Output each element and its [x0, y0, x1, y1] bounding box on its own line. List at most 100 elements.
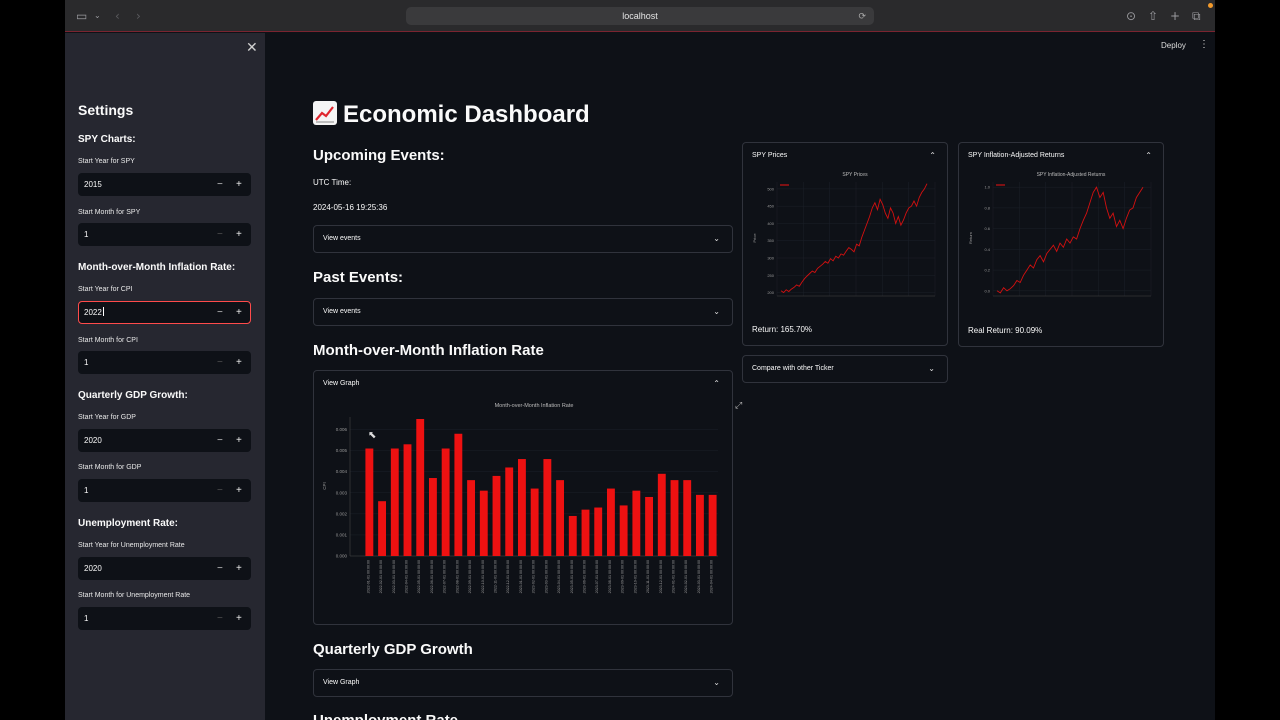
share-icon[interactable]: ⇧: [1148, 9, 1159, 23]
increment-button[interactable]: +: [236, 357, 242, 368]
decrement-button[interactable]: −: [217, 563, 223, 574]
chevron-down-icon: ⌄: [713, 678, 720, 687]
y-tick-label: 0.001: [336, 532, 348, 537]
download-icon[interactable]: ⊙: [1126, 9, 1137, 23]
past-events-expander[interactable]: View events ⌄: [313, 298, 733, 326]
input-value: 2022: [84, 307, 104, 317]
start-month-spy-input[interactable]: 1 − +: [78, 223, 251, 246]
decrement-button[interactable]: −: [217, 435, 223, 446]
sidebar-toggle-icon[interactable]: ▭: [76, 9, 88, 23]
decrement-button[interactable]: −: [217, 307, 223, 318]
tabs-overview-icon[interactable]: ⧉: [1192, 9, 1201, 23]
decrement-button[interactable]: −: [217, 229, 223, 240]
bar: [428, 478, 437, 556]
input-value: 2020: [84, 564, 102, 573]
increment-button[interactable]: +: [236, 613, 242, 624]
app-frame: ▭ ⌄ ‹ › localhost ⟳ ⊙ ⇧ + ⧉ ✕ Settings S…: [65, 0, 1215, 720]
x-tick-label: 2023-10-01 00:00:00: [633, 560, 637, 593]
series-line: [996, 186, 1144, 294]
bar: [543, 459, 552, 556]
x-tick-label: 2023-02-01 00:00:00: [532, 560, 536, 593]
chevron-up-icon: ⌃: [713, 379, 720, 388]
mouse-cursor-icon: ⬉: [368, 430, 377, 441]
chevron-up-icon: ⌃: [1145, 151, 1152, 160]
y-tick-label: 0.000: [336, 554, 348, 559]
label-start-year-gdp: Start Year for GDP: [78, 414, 136, 421]
decrement-button[interactable]: −: [217, 485, 223, 496]
deploy-button[interactable]: Deploy: [1161, 41, 1186, 50]
x-tick-label: 2023-08-01 00:00:00: [608, 560, 612, 593]
decrement-button[interactable]: −: [217, 613, 223, 624]
start-month-cpi-input[interactable]: 1 − +: [78, 351, 251, 374]
start-month-gdp-input[interactable]: 1 − +: [78, 479, 251, 502]
label-start-year-spy: Start Year for SPY: [78, 158, 135, 165]
x-tick-label: 2022-12-01 00:00:00: [506, 560, 510, 593]
x-tick-label: 2023-07-01 00:00:00: [595, 560, 599, 593]
increment-button[interactable]: +: [236, 229, 242, 240]
x-tick-label: 2024-04-01 00:00:00: [710, 560, 714, 593]
bar: [657, 473, 666, 556]
input-value: 1: [84, 230, 89, 239]
kebab-icon[interactable]: ⋮: [1199, 39, 1209, 50]
increment-button[interactable]: +: [236, 179, 242, 190]
decrement-button[interactable]: −: [217, 357, 223, 368]
upcoming-events-expander[interactable]: View events ⌄: [313, 225, 733, 253]
real-return-value: Real Return: 90.09%: [968, 326, 1043, 335]
spy-real-returns-card[interactable]: SPY Inflation-Adjusted Returns ⌃ SPY Inf…: [958, 142, 1164, 347]
spy-real-returns-chart: SPY Inflation-Adjusted Returns 0.0 0.2 0.4 0…: [968, 172, 1152, 297]
inflation-chart: Month-over-Month Inflation Rate 0.000 0.00…: [322, 403, 718, 593]
section-title-gdp: Quarterly GDP Growth:: [78, 390, 188, 401]
increment-button[interactable]: +: [236, 563, 242, 574]
bar: [365, 448, 374, 556]
reload-icon[interactable]: ⟳: [858, 11, 866, 21]
forward-icon[interactable]: ›: [136, 9, 141, 23]
y-tick-label: 0.2: [984, 268, 990, 273]
start-month-unemployment-input[interactable]: 1 − +: [78, 607, 251, 630]
bar: [683, 480, 692, 556]
page-title: Economic Dashboard: [313, 101, 590, 129]
input-value: 1: [84, 358, 89, 367]
bar: [670, 480, 679, 556]
bar: [454, 433, 463, 556]
back-icon[interactable]: ‹: [115, 9, 120, 23]
bar: [390, 448, 399, 556]
new-tab-icon[interactable]: +: [1170, 9, 1181, 23]
bar: [441, 448, 450, 556]
chevron-down-icon: ⌄: [713, 307, 720, 316]
compare-ticker-expander[interactable]: Compare with other Ticker ⌄: [742, 355, 948, 383]
label-start-year-cpi: Start Year for CPI: [78, 286, 133, 293]
utc-label: UTC Time:: [313, 178, 352, 187]
start-year-gdp-input[interactable]: 2020 − +: [78, 429, 251, 452]
address-bar[interactable]: localhost ⟳: [406, 7, 874, 25]
x-tick-label: 2022-09-01 00:00:00: [468, 560, 472, 593]
input-value: 2020: [84, 436, 102, 445]
increment-button[interactable]: +: [236, 435, 242, 446]
chevron-down-icon[interactable]: ⌄: [94, 11, 101, 20]
decrement-button[interactable]: −: [217, 179, 223, 190]
input-value: 1: [84, 486, 89, 495]
start-year-cpi-input[interactable]: 2022 − +: [78, 301, 251, 324]
unemployment-heading: Unemployment Rate: [313, 712, 458, 720]
gdp-graph-expander[interactable]: View Graph ⌄: [313, 669, 733, 697]
card-label: SPY Inflation-Adjusted Returns: [968, 152, 1065, 159]
y-tick-label: 0.003: [336, 490, 348, 495]
start-year-spy-input[interactable]: 2015 − +: [78, 173, 251, 196]
increment-button[interactable]: +: [236, 307, 242, 318]
increment-button[interactable]: +: [236, 485, 242, 496]
spy-prices-card[interactable]: SPY Prices ⌃ SPY Prices 200 250 300 350 400 45…: [742, 142, 948, 346]
y-tick-label: 0.005: [336, 448, 348, 453]
x-tick-label: 2022-03-01 00:00:00: [392, 560, 396, 593]
start-year-unemployment-input[interactable]: 2020 − +: [78, 557, 251, 580]
inflation-heading: Month-over-Month Inflation Rate: [313, 342, 544, 359]
inflation-graph-expander[interactable]: View Graph ⌃ Month-over-Month Inflation …: [313, 370, 733, 625]
past-heading: Past Events:: [313, 269, 404, 286]
close-icon[interactable]: ✕: [246, 39, 258, 55]
y-tick-label: 200: [767, 290, 774, 295]
x-tick-label: 2024-01-01 00:00:00: [672, 560, 676, 593]
label-start-month-unemployment: Start Month for Unemployment Rate: [78, 592, 191, 599]
card-label: SPY Prices: [752, 152, 788, 159]
expander-label: View events: [323, 308, 361, 315]
expand-icon[interactable]: ⤢: [735, 400, 743, 410]
bar: [695, 494, 704, 556]
section-title-unemployment: Unemployment Rate:: [78, 518, 179, 529]
